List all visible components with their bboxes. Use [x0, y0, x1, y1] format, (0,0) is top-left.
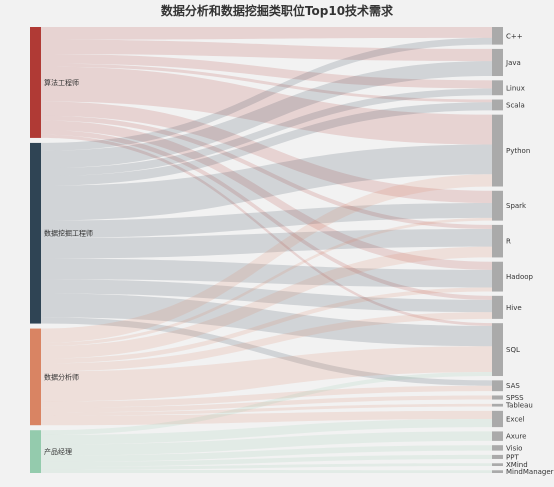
source-node-1 — [30, 142, 41, 324]
target-node-python — [492, 114, 503, 187]
target-label-hive: Hive — [506, 304, 522, 312]
flow-link-20-sas — [41, 317, 492, 386]
chart-title: 数据分析和数据挖掘类职位Top10技术需求 — [161, 3, 394, 18]
target-node-excel — [492, 410, 503, 428]
flow-link-5-spark — [41, 101, 492, 203]
flow-link-37-mindmanager — [41, 469, 492, 473]
target-label-r: R — [506, 238, 511, 246]
source-node-2 — [30, 328, 41, 426]
source-node-3 — [30, 430, 41, 473]
target-node-xmind — [492, 463, 503, 466]
flow-link-13-scala — [41, 102, 492, 186]
flow-link-3-scala — [41, 63, 492, 103]
flow-link-23-r — [41, 246, 492, 359]
flow-link-30-excel — [41, 410, 492, 426]
source-node-0 — [30, 27, 41, 138]
target-node-sas — [492, 380, 503, 392]
flow-link-12-linux — [41, 88, 492, 177]
target-node-ppt — [492, 454, 503, 459]
flow-link-32-excel — [41, 418, 492, 445]
target-label-python: Python — [506, 147, 530, 155]
flow-link-8-hive — [41, 129, 492, 300]
target-node-java — [492, 48, 503, 77]
target-node-linux — [492, 80, 503, 96]
flow-link-4-python — [41, 66, 492, 145]
flow-link-25-hive — [41, 312, 492, 372]
flow-link-21-python — [41, 174, 492, 343]
target-node-c- — [492, 27, 503, 45]
flow-link-15-spark — [41, 202, 492, 238]
flow-link-9-sql — [41, 134, 492, 326]
target-label-sas: SAS — [506, 382, 520, 390]
flow-link-24-hadoop — [41, 287, 492, 364]
target-node-hive — [492, 295, 503, 319]
source-label-2: 数据分析师 — [44, 372, 79, 381]
target-label-visio: Visio — [506, 444, 522, 452]
flow-link-22-spark — [41, 217, 492, 346]
target-label-spss: SPSS — [506, 394, 524, 402]
target-node-hadoop — [492, 261, 503, 292]
source-label-3: 产品经理 — [44, 447, 72, 456]
flow-link-16-r — [41, 228, 492, 259]
flow-link-17-hadoop — [41, 258, 492, 288]
flow-link-7-hadoop — [41, 120, 492, 270]
target-label-hadoop: Hadoop — [506, 273, 534, 281]
flow-link-2-linux — [41, 53, 492, 89]
target-label-excel: Excel — [506, 415, 525, 423]
target-label-ppt: PPT — [506, 453, 519, 461]
target-label-axure: Axure — [506, 433, 526, 441]
target-label-linux: Linux — [506, 84, 525, 92]
nodes-layer — [30, 27, 503, 473]
target-label-java: Java — [505, 59, 521, 67]
flow-link-34-visio — [41, 445, 492, 462]
flow-link-26-sql — [41, 346, 492, 402]
flow-link-27-sas — [41, 385, 492, 408]
target-label-mindmanager: MindManager — [506, 468, 554, 476]
target-label-c-: C++ — [506, 32, 523, 40]
target-node-spss — [492, 395, 503, 400]
flow-link-19-sql — [41, 293, 492, 347]
source-label-0: 算法工程师 — [44, 78, 79, 87]
flow-link-28-spss — [41, 395, 492, 413]
target-label-xmind: XMind — [506, 461, 528, 469]
flow-link-36-xmind — [41, 463, 492, 470]
flow-link-29-tableau — [41, 403, 492, 416]
target-node-tableau — [492, 403, 503, 407]
target-label-tableau: Tableau — [505, 402, 533, 410]
target-node-mindmanager — [492, 470, 503, 473]
flow-link-14-python — [41, 144, 492, 221]
flow-link-11-java — [41, 61, 492, 169]
flow-link-33-axure — [41, 431, 492, 456]
target-node-r — [492, 224, 503, 258]
flow-link-1-java — [41, 39, 492, 62]
flow-link-18-hive — [41, 279, 492, 313]
target-label-spark: Spark — [506, 202, 527, 210]
target-node-axure — [492, 431, 503, 441]
flow-link-6-r — [41, 115, 492, 229]
target-label-scala: Scala — [506, 101, 525, 109]
target-node-visio — [492, 445, 503, 451]
target-node-scala — [492, 99, 503, 111]
target-label-sql: SQL — [506, 346, 520, 354]
flow-link-10-c- — [41, 37, 492, 151]
target-node-spark — [492, 190, 503, 221]
links-layer — [41, 27, 492, 473]
flow-link-35-ppt — [41, 454, 492, 467]
flow-link-31-sql — [41, 371, 492, 435]
source-label-1: 数据挖掘工程师 — [44, 229, 93, 238]
target-node-sql — [492, 323, 503, 377]
flow-link-0-c- — [41, 27, 492, 40]
